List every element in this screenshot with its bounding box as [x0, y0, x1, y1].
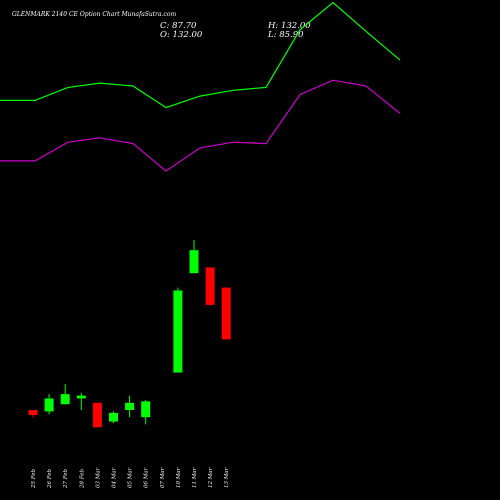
- x-tick-label: 07 Mar: [160, 467, 166, 488]
- x-tick-label: 11 Mar: [192, 467, 198, 488]
- x-tick-label: 03 Mar: [95, 467, 101, 488]
- candle-body: [60, 394, 70, 405]
- open-value: O: 132.00: [160, 30, 203, 40]
- upper-band-line: [0, 1, 401, 109]
- candle-body: [205, 267, 215, 305]
- x-tick-label: 26 Feb: [47, 468, 53, 489]
- x-tick-label: 10 Mar: [176, 467, 182, 488]
- candles-group: [28, 240, 231, 428]
- candle-body: [92, 402, 102, 428]
- x-tick-label: 27 Feb: [63, 468, 69, 489]
- close-value: C: 87.70: [160, 21, 197, 31]
- x-tick-label: 04 Mar: [112, 467, 118, 488]
- candle-body: [189, 250, 199, 274]
- candle-body: [221, 287, 231, 340]
- x-tick-label: 06 Mar: [144, 467, 150, 488]
- high-value: H: 132.00: [267, 21, 311, 31]
- x-tick-label: 13 Mar: [224, 467, 230, 488]
- x-tick-label: 05 Mar: [128, 467, 134, 488]
- x-tick-label: 28 Feb: [79, 468, 85, 489]
- candle-body: [173, 290, 183, 373]
- lower-band-line: [0, 79, 401, 172]
- low-value: L: 85.90: [267, 30, 304, 40]
- candle-body: [44, 398, 54, 412]
- x-axis-ticks: 25 Feb 26 Feb 27 Feb 28 Feb 03 Mar 04 Mar 05 M…: [31, 467, 230, 489]
- candle-body: [76, 395, 86, 399]
- candle-body: [141, 401, 151, 418]
- candle-body: [109, 412, 118, 422]
- chart-title: GLENMARK 2140 CE Option Chart MunafaSutr…: [12, 11, 176, 18]
- candle-body: [28, 410, 38, 416]
- x-tick-label: 25 Feb: [31, 468, 37, 489]
- candle-body: [125, 402, 135, 410]
- x-tick-label: 12 Mar: [208, 467, 214, 488]
